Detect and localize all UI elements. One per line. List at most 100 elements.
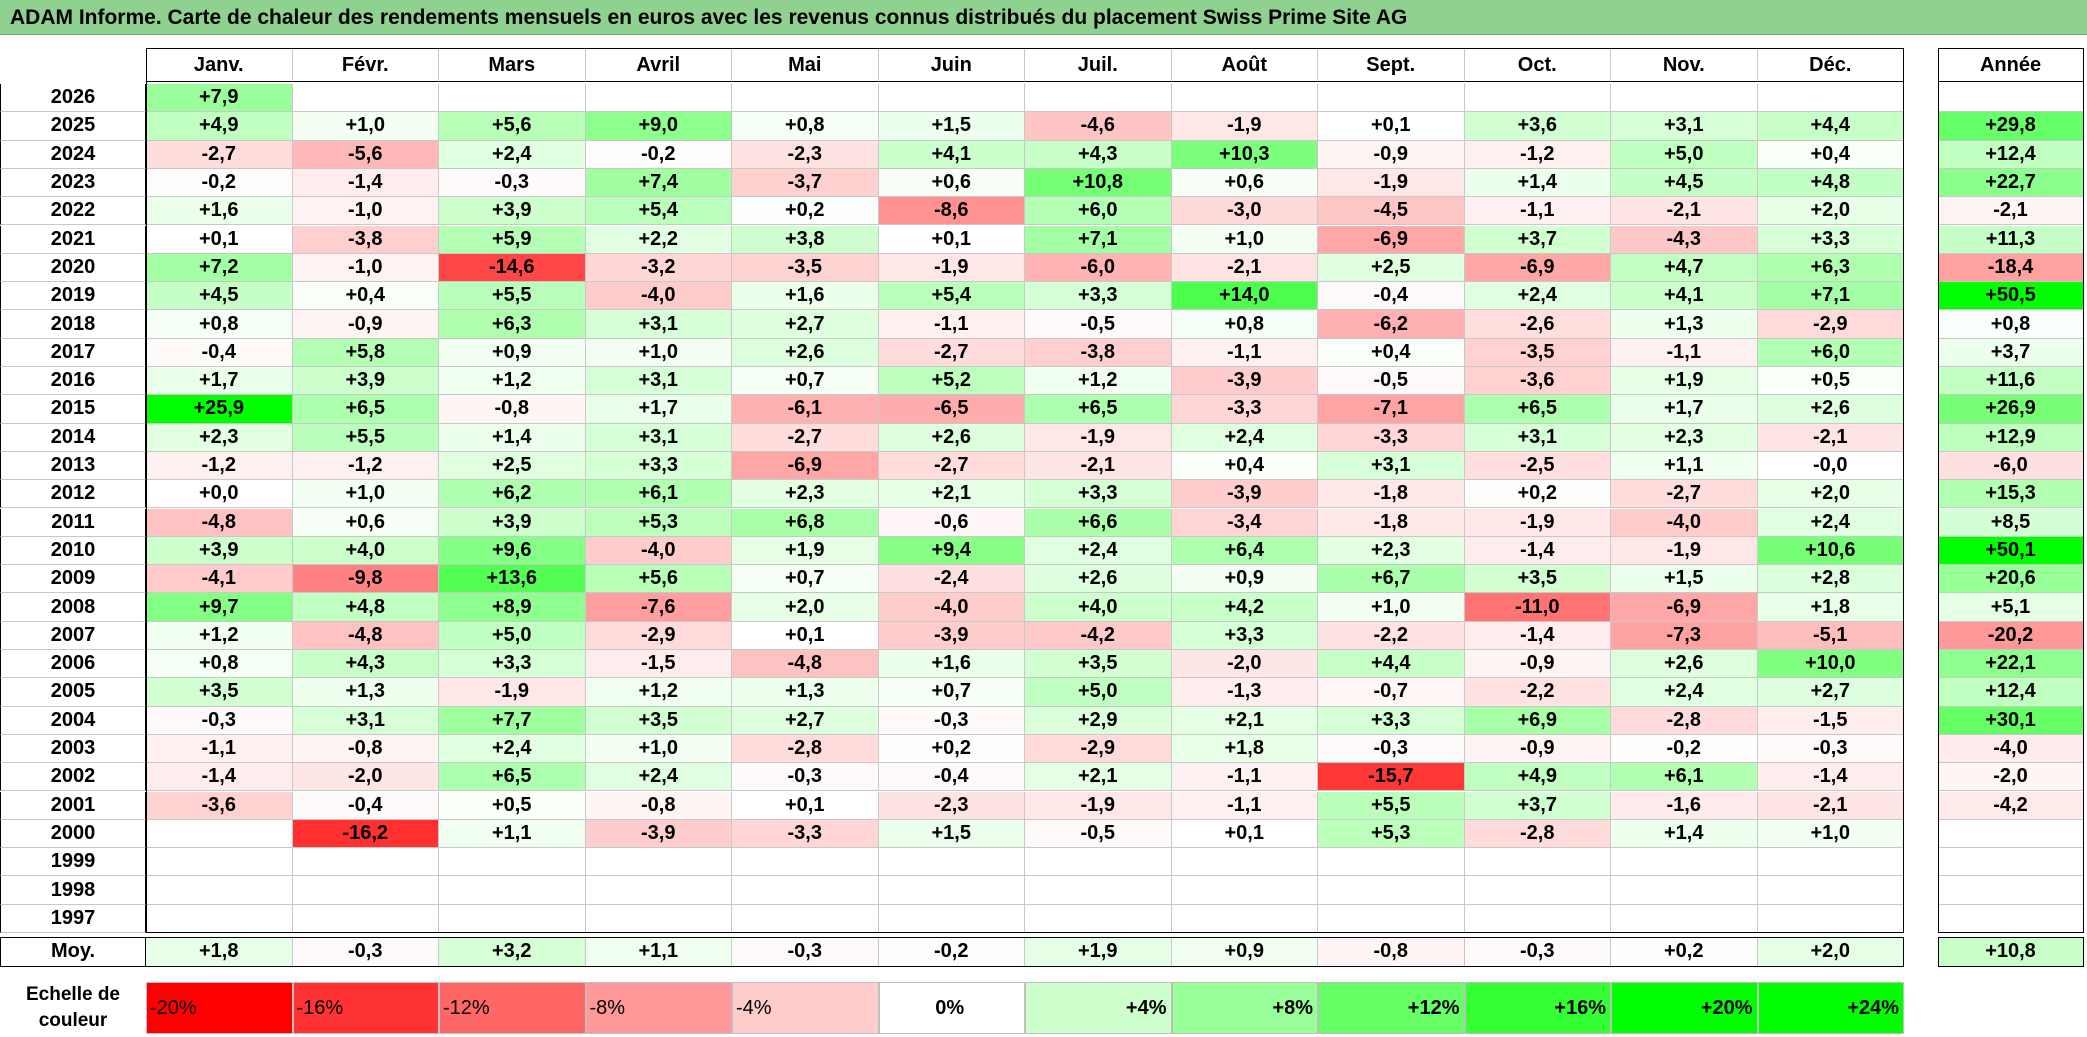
month-header: Août [1171,48,1318,82]
heatmap-cell: +2,0 [1757,480,1904,509]
heatmap-cell: -1,1 [1171,791,1318,820]
color-scale-swatch: -8% [585,982,732,1034]
heatmap-cell: +6,1 [1611,763,1758,792]
heatmap-cell: -3,3 [1171,395,1318,424]
heatmap-cell [146,819,293,849]
heatmap-cell: +0,6 [292,508,439,537]
heatmap-cell: -8,6 [878,197,1025,226]
heatmap-cell: -3,6 [1464,367,1611,396]
title-bar: ADAM Informe. Carte de chaleur des rende… [0,0,2087,35]
heatmap-cell [1171,876,1318,905]
heatmap-cell [292,904,439,933]
heatmap-cell: +2,4 [1757,508,1904,537]
heatmap-cell [439,904,586,933]
heatmap-cell: -0,3 [146,706,293,735]
heatmap-cell: +0,8 [146,310,293,339]
heatmap-cell: -4,0 [585,282,732,311]
average-cell: +2,0 [1757,937,1904,967]
heatmap-cell: +5,8 [292,338,439,367]
heatmap-cell: -4,1 [146,565,293,594]
heatmap-cell: -2,3 [732,140,879,169]
average-cell: -0,3 [1464,937,1611,967]
heatmap-cell: -1,9 [1464,508,1611,537]
heatmap-cell: -5,6 [292,140,439,169]
heatmap-cell [878,876,1025,905]
heatmap-cell: -6,9 [1464,253,1611,283]
heatmap-cell: -1,0 [292,253,439,283]
color-scale-swatch: +4% [1025,982,1172,1034]
heatmap-cell: -3,5 [732,253,879,283]
heatmap-cell [146,848,293,877]
heatmap-cell: -4,8 [146,508,293,537]
average-cell: +0,2 [1611,937,1758,967]
heatmap-cell [1318,876,1465,905]
heatmap-cell: -2,7 [146,140,293,169]
heatmap-cell: +3,1 [292,706,439,735]
heatmap-cell: -6,0 [1025,253,1172,283]
color-scale-swatch: -16% [292,982,439,1034]
average-cell: +1,1 [585,937,732,967]
year-label: 2002 [0,763,146,792]
heatmap-cell: +2,0 [732,593,879,622]
annual-cell: +3,7 [1938,338,2084,367]
heatmap-cell: +1,2 [439,367,586,396]
heatmap-cell: +1,8 [1171,734,1318,764]
heatmap-cell: +1,3 [1611,310,1758,339]
heatmap-cell: +3,1 [585,310,732,339]
chart-title: ADAM Informe. Carte de chaleur des rende… [10,6,1408,29]
heatmap-cell: -3,2 [585,253,732,283]
annual-cell: +11,3 [1938,225,2084,254]
heatmap-cell: +2,7 [732,706,879,735]
heatmap-cell: -2,8 [1611,706,1758,735]
heatmap-cell: +4,5 [146,282,293,311]
heatmap-cell [1318,84,1465,113]
year-label: 2004 [0,706,146,735]
heatmap-cell: +3,5 [1464,565,1611,594]
heatmap-cell: +0,4 [1171,451,1318,481]
heatmap-cell: +0,7 [878,678,1025,707]
heatmap-cell [732,848,879,877]
heatmap-cell: +1,0 [1171,225,1318,254]
heatmap-cell: +0,1 [1318,112,1465,141]
heatmap-cell: -3,8 [292,225,439,254]
heatmap-cell: +3,5 [1025,650,1172,679]
heatmap-cell: +1,4 [439,423,586,452]
average-cell: -0,3 [292,937,439,967]
heatmap-cell: +7,1 [1757,282,1904,311]
heatmap-cell: +6,0 [1025,197,1172,226]
heatmap-cell: -0,6 [878,508,1025,537]
year-label: 2017 [0,338,146,367]
month-header: Févr. [292,48,439,82]
heatmap-cell: -2,3 [878,791,1025,820]
heatmap-cell: -6,2 [1318,310,1465,339]
heatmap-cell [1025,876,1172,905]
heatmap-cell [439,876,586,905]
heatmap-cell: +3,7 [1464,791,1611,820]
heatmap-cell: -1,9 [1318,168,1465,198]
heatmap-cell: -6,9 [1318,225,1465,254]
year-label: 1997 [0,904,146,933]
heatmap-cell: -2,1 [1025,451,1172,481]
heatmap-cell: +5,4 [585,197,732,226]
heatmap-cell: +2,4 [439,140,586,169]
heatmap-cell: +3,3 [1025,480,1172,509]
heatmap-cell: +5,6 [585,565,732,594]
average-cell: +1,8 [146,937,293,967]
heatmap-cell: -6,5 [878,395,1025,424]
heatmap-cell: +3,1 [1611,112,1758,141]
heatmap-cell: +0,9 [439,338,586,367]
heatmap-cell: +7,7 [439,706,586,735]
heatmap-cell: -2,9 [1757,310,1904,339]
color-scale-swatch: +16% [1464,982,1611,1034]
annual-cell: +12,9 [1938,423,2084,452]
heatmap-cell: +14,0 [1171,282,1318,311]
heatmap-cell: +2,1 [1171,706,1318,735]
heatmap-cell: +1,0 [585,734,732,764]
heatmap-cell [292,876,439,905]
heatmap-cell: +2,4 [1611,678,1758,707]
heatmap-cell: +0,8 [146,650,293,679]
annual-cell [1938,819,2084,849]
month-header: Juil. [1025,48,1172,82]
annual-header: Année [1938,48,2084,82]
heatmap-cell [292,84,439,113]
